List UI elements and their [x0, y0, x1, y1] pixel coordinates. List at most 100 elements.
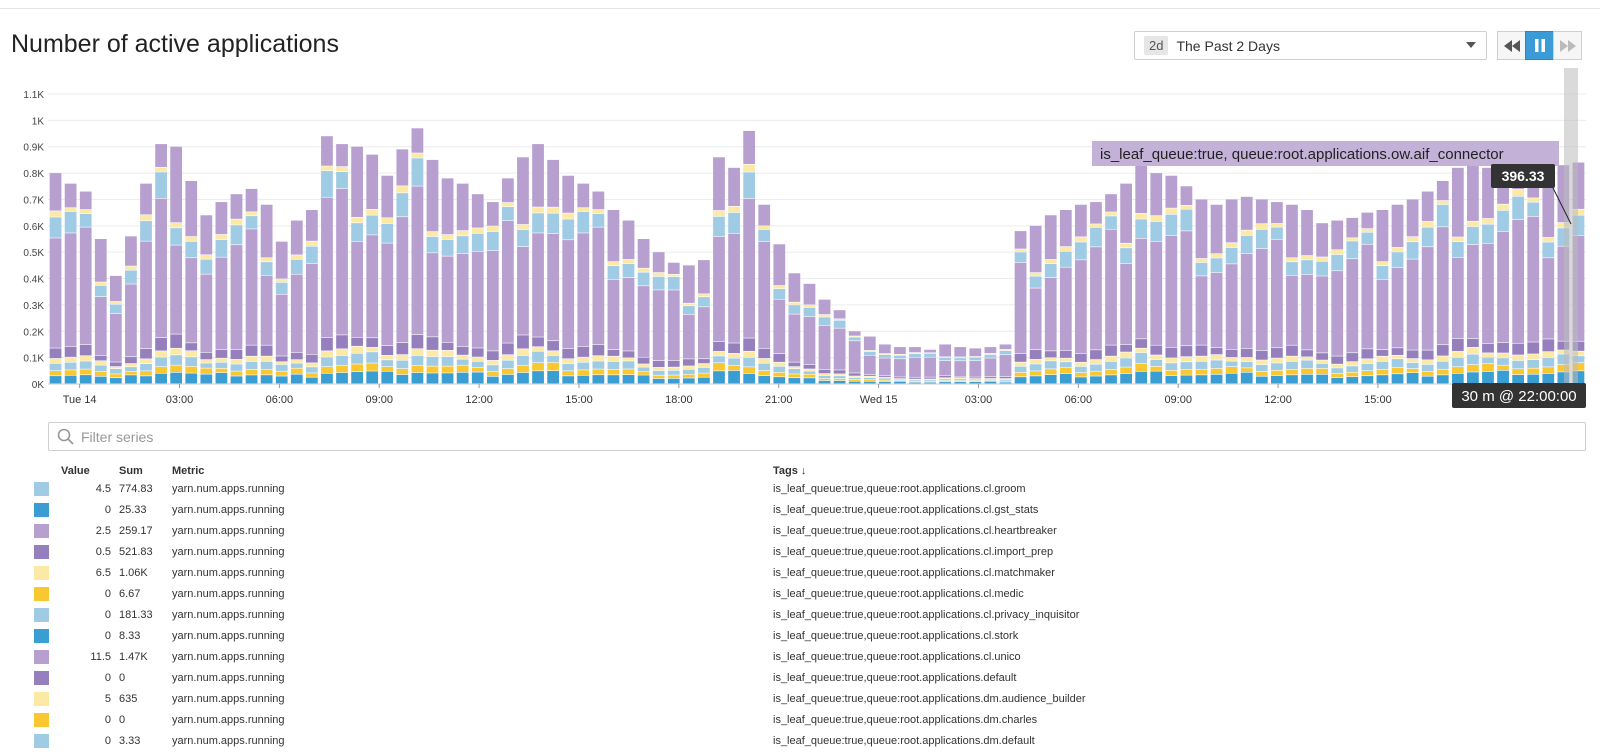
series-color-swatch[interactable] [34, 730, 61, 751]
bar-segment[interactable] [562, 371, 575, 376]
bar-segment[interactable] [260, 262, 273, 276]
bar-segment[interactable] [1542, 175, 1555, 238]
bar-segment[interactable] [1482, 371, 1494, 384]
bar-segment[interactable] [396, 193, 409, 217]
bar-segment[interactable] [275, 356, 288, 362]
bar-segment[interactable] [1331, 356, 1344, 364]
bar-segment[interactable] [517, 224, 529, 230]
bar-segment[interactable] [1150, 355, 1163, 360]
bar-segment[interactable] [939, 379, 952, 381]
bar-segment[interactable] [245, 188, 258, 212]
bar-segment[interactable] [954, 379, 967, 381]
bar-stack[interactable] [939, 344, 952, 384]
bar-segment[interactable] [1210, 347, 1223, 355]
bar-segment[interactable] [125, 270, 137, 284]
bar-segment[interactable] [1436, 356, 1449, 361]
bar-segment[interactable] [1391, 374, 1404, 384]
bar-segment[interactable] [803, 374, 816, 378]
bar-segment[interactable] [818, 369, 831, 374]
bar-segment[interactable] [125, 371, 137, 375]
bar-stack[interactable] [1331, 220, 1344, 384]
bar-segment[interactable] [411, 153, 424, 158]
bar-stack[interactable] [426, 159, 439, 384]
bar-segment[interactable] [1074, 372, 1087, 377]
bar-segment[interactable] [426, 337, 439, 350]
bar-stack[interactable] [1074, 204, 1087, 384]
bar-segment[interactable] [1331, 250, 1344, 255]
bar-segment[interactable] [607, 349, 620, 356]
bar-segment[interactable] [773, 244, 786, 286]
bar-segment[interactable] [1286, 275, 1298, 345]
bar-segment[interactable] [1542, 367, 1555, 374]
bar-segment[interactable] [245, 345, 258, 356]
bar-stack[interactable] [1135, 159, 1148, 384]
bar-segment[interactable] [1451, 351, 1464, 358]
bar-segment[interactable] [1271, 239, 1283, 348]
bar-segment[interactable] [1044, 361, 1057, 369]
bar-segment[interactable] [1391, 267, 1404, 348]
bar-segment[interactable] [140, 371, 152, 376]
bar-segment[interactable] [426, 236, 439, 253]
bar-segment[interactable] [215, 349, 228, 358]
bar-segment[interactable] [909, 352, 921, 354]
bar-stack[interactable] [1165, 175, 1178, 384]
bar-segment[interactable] [140, 215, 152, 221]
bar-segment[interactable] [1180, 362, 1193, 370]
bar-segment[interactable] [79, 369, 92, 375]
bar-segment[interactable] [698, 367, 710, 373]
bar-segment[interactable] [939, 357, 952, 358]
bar-segment[interactable] [366, 338, 379, 348]
bar-stack[interactable] [1301, 210, 1313, 384]
bar-segment[interactable] [230, 376, 243, 384]
bar-segment[interactable] [667, 367, 680, 370]
bar-segment[interactable] [728, 212, 740, 234]
bar-segment[interactable] [1105, 361, 1117, 369]
bar-segment[interactable] [155, 337, 167, 351]
bar-segment[interactable] [125, 363, 137, 367]
bar-segment[interactable] [833, 380, 846, 384]
bar-segment[interactable] [381, 175, 394, 218]
bar-segment[interactable] [698, 359, 710, 364]
bar-segment[interactable] [1074, 353, 1087, 362]
bar-segment[interactable] [1361, 349, 1374, 359]
bar-segment[interactable] [230, 364, 243, 371]
bar-segment[interactable] [713, 236, 725, 342]
bar-segment[interactable] [969, 357, 982, 361]
bar-segment[interactable] [456, 253, 469, 347]
bar-segment[interactable] [1361, 212, 1374, 229]
bar-segment[interactable] [1331, 368, 1344, 374]
bar-segment[interactable] [1572, 371, 1585, 384]
bar-segment[interactable] [637, 268, 650, 272]
bar-segment[interactable] [577, 211, 590, 233]
bar-segment[interactable] [471, 233, 484, 252]
bar-segment[interactable] [592, 375, 605, 384]
bar-segment[interactable] [954, 380, 967, 382]
bar-segment[interactable] [1421, 376, 1434, 384]
bar-segment[interactable] [924, 380, 936, 381]
bar-segment[interactable] [1512, 360, 1525, 369]
bar-segment[interactable] [592, 213, 605, 227]
bar-segment[interactable] [1316, 360, 1329, 364]
bar-segment[interactable] [426, 366, 439, 373]
bar-segment[interactable] [396, 360, 409, 369]
bar-segment[interactable] [773, 362, 786, 366]
bar-segment[interactable] [366, 235, 379, 338]
bar-segment[interactable] [1195, 356, 1208, 362]
bar-segment[interactable] [1361, 363, 1374, 371]
bar-segment[interactable] [1225, 199, 1238, 243]
bar-segment[interactable] [275, 364, 288, 371]
bar-segment[interactable] [1436, 375, 1449, 384]
bar-segment[interactable] [1029, 371, 1042, 376]
bar-segment[interactable] [366, 154, 379, 210]
bar-segment[interactable] [1557, 364, 1570, 372]
bar-segment[interactable] [1301, 357, 1313, 360]
bar-segment[interactable] [773, 285, 786, 289]
bar-stack[interactable] [1376, 210, 1389, 384]
bar-segment[interactable] [245, 361, 258, 370]
bar-segment[interactable] [698, 260, 710, 294]
bar-segment[interactable] [366, 352, 379, 363]
bar-segment[interactable] [441, 178, 454, 235]
bar-segment[interactable] [245, 212, 258, 216]
bar-segment[interactable] [1240, 253, 1253, 349]
bar-segment[interactable] [1286, 369, 1298, 375]
